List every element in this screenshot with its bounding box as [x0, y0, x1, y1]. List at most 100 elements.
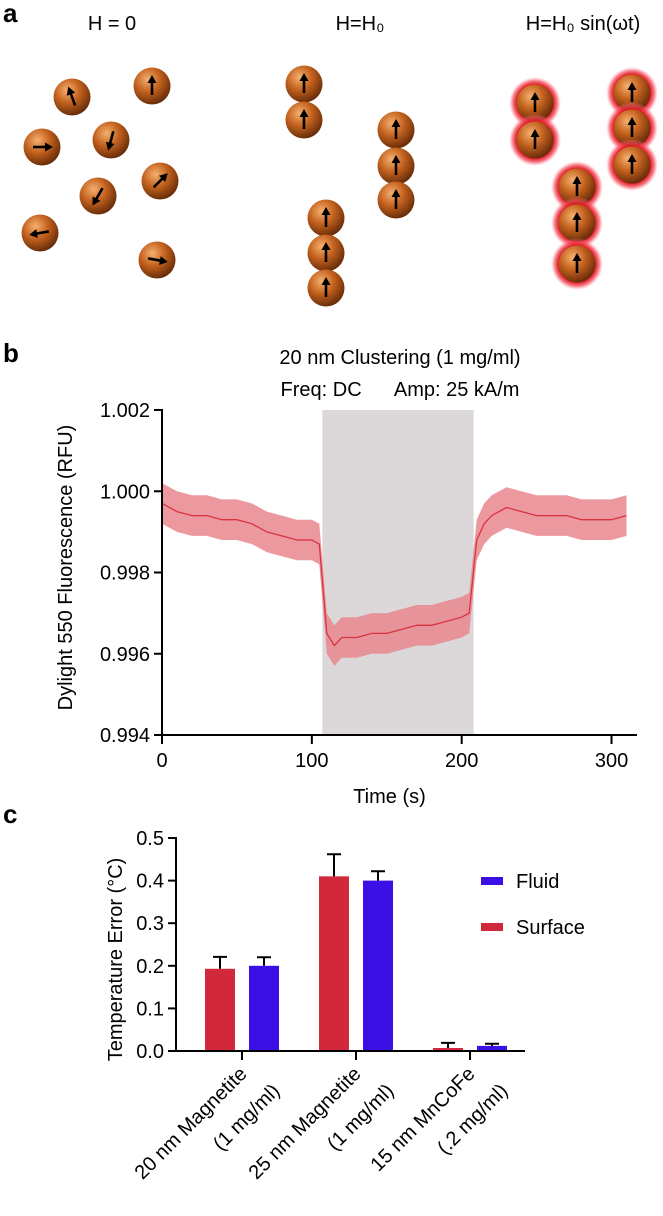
arrow-head	[391, 119, 401, 127]
error-bar	[213, 955, 227, 969]
moment-arrow	[572, 253, 582, 273]
arrow-head	[92, 196, 101, 206]
arrow-head	[627, 154, 637, 162]
arrow-head	[572, 253, 582, 261]
arrow-shaft	[69, 92, 77, 106]
x-tick-label: 0	[156, 750, 167, 772]
error-bar	[441, 1041, 455, 1049]
arrow-head	[159, 256, 168, 265]
error-band	[162, 483, 627, 666]
x-tick-label: 300	[595, 750, 628, 772]
arrow-head	[45, 142, 53, 152]
moment-arrow	[29, 229, 50, 238]
arrow-head	[105, 141, 115, 151]
panel-label: a	[3, 0, 18, 28]
legend-label: Surface	[516, 917, 585, 939]
error-bar	[257, 956, 271, 966]
y-tick-label: 0.5	[136, 828, 164, 850]
arrow-head	[29, 229, 38, 238]
arrow-head	[572, 212, 582, 220]
x-axis-label: Time (s)	[353, 786, 426, 808]
moment-arrow	[572, 176, 582, 196]
chart-title: 20 nm Clustering (1 mg/ml)	[279, 347, 520, 369]
moment-arrow	[33, 142, 53, 152]
y-tick-label: 0.4	[136, 871, 164, 893]
mean-line	[161, 502, 627, 647]
y-tick-label: 0.998	[100, 563, 150, 585]
bar	[205, 968, 235, 1051]
moment-arrow	[321, 277, 331, 297]
moment-arrow	[627, 117, 637, 137]
moment-arrow	[572, 212, 582, 232]
arrow-head	[530, 92, 540, 100]
legend-swatch	[481, 923, 503, 931]
moment-arrow	[92, 187, 104, 206]
y-axis-label: Temperature Error (°C)	[105, 858, 127, 1062]
bar	[433, 1048, 463, 1051]
error-bar	[485, 1042, 499, 1046]
condition-title: H=H₀	[336, 13, 385, 35]
y-tick-label: 0.996	[100, 644, 150, 666]
arrow-head	[299, 109, 309, 117]
bar	[477, 1045, 507, 1051]
moment-arrow	[299, 109, 309, 129]
arrow-head	[391, 189, 401, 197]
moment-arrow	[391, 189, 401, 209]
moment-arrow	[627, 154, 637, 174]
moment-arrow	[299, 73, 309, 93]
y-tick-label: 0.994	[100, 725, 150, 747]
arrow-head	[66, 86, 76, 96]
y-tick-label: 0.2	[136, 956, 164, 978]
arrow-head	[158, 173, 168, 183]
arrow-shaft	[147, 257, 162, 262]
arrow-head	[627, 82, 637, 90]
arrow-head	[391, 155, 401, 163]
y-tick-label: 0.1	[136, 998, 164, 1020]
panel-label: c	[3, 799, 17, 829]
panel-label: b	[3, 338, 19, 368]
condition-title: H = 0	[88, 13, 136, 35]
moment-arrow	[321, 207, 331, 227]
moment-arrow	[66, 86, 77, 106]
y-tick-label: 1.002	[100, 400, 150, 422]
arrow-head	[299, 73, 309, 81]
arrow-shaft	[152, 177, 164, 189]
arrow-head	[530, 129, 540, 137]
bar	[363, 880, 393, 1051]
legend-swatch	[481, 877, 503, 885]
y-axis-label: Dylight 550 Fluorescence (RFU)	[55, 425, 77, 711]
arrow-head	[572, 176, 582, 184]
arrow-shaft	[35, 230, 50, 235]
bar	[249, 965, 279, 1051]
bar	[319, 876, 349, 1051]
error-bar	[371, 870, 385, 881]
moment-arrow	[627, 82, 637, 102]
particles	[21, 65, 658, 307]
moment-arrow	[391, 155, 401, 175]
arrow-head	[321, 207, 331, 215]
stimulus-region	[322, 410, 474, 735]
arrow-head	[147, 75, 157, 83]
y-tick-label: 0.0	[136, 1041, 164, 1063]
moment-arrow	[530, 129, 540, 149]
error-bar	[327, 853, 341, 877]
moment-arrow	[530, 92, 540, 112]
arrow-head	[321, 242, 331, 250]
moment-arrow	[152, 173, 168, 189]
y-tick-label: 0.3	[136, 913, 164, 935]
moment-arrow	[391, 119, 401, 139]
arrow-head	[321, 277, 331, 285]
x-tick-label: 100	[295, 750, 328, 772]
moment-arrow	[321, 242, 331, 262]
moment-arrow	[147, 75, 157, 95]
y-tick-label: 1.000	[100, 481, 150, 503]
arrow-shaft	[108, 130, 115, 145]
x-tick-label: 200	[445, 750, 478, 772]
moment-arrow	[105, 130, 115, 151]
legend-label: Fluid	[516, 871, 559, 893]
arrow-shaft	[94, 187, 104, 201]
arrow-head	[627, 117, 637, 125]
moment-arrow	[147, 256, 168, 265]
condition-title: H=H₀ sin(ωt)	[526, 13, 640, 35]
